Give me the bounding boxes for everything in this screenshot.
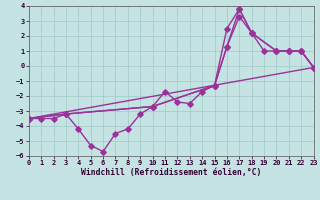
X-axis label: Windchill (Refroidissement éolien,°C): Windchill (Refroidissement éolien,°C) — [81, 168, 261, 177]
